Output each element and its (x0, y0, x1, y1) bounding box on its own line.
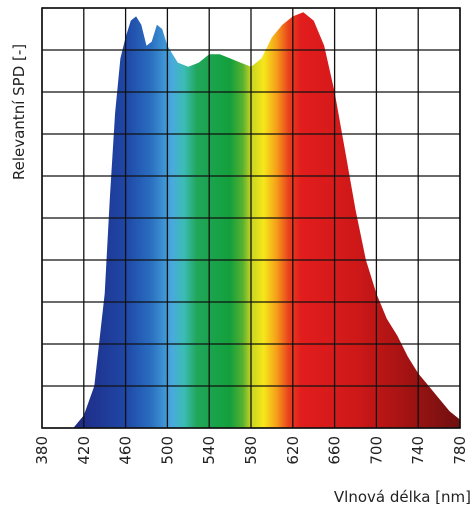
x-tick-label: 460 (117, 436, 135, 465)
x-axis-title: Vlnová délka [nm] (334, 488, 471, 506)
x-tick-label: 380 (33, 436, 51, 465)
x-tick-label: 580 (242, 436, 260, 465)
x-tick-label: 500 (158, 436, 176, 465)
plot-border (41, 7, 461, 429)
x-tick-label: 740 (409, 436, 427, 465)
x-tick-label: 780 (451, 436, 469, 465)
x-tick-label: 540 (200, 436, 218, 465)
y-axis-title: Relevantní SPD [-] (10, 44, 28, 180)
x-tick-label: 660 (326, 436, 344, 465)
x-tick-label: 620 (284, 436, 302, 465)
x-tick-label: 700 (367, 436, 385, 465)
x-tick-label: 420 (75, 436, 93, 465)
plot-area: 380 420 460 500 540 580 620 660 700 740 780 (33, 7, 469, 465)
